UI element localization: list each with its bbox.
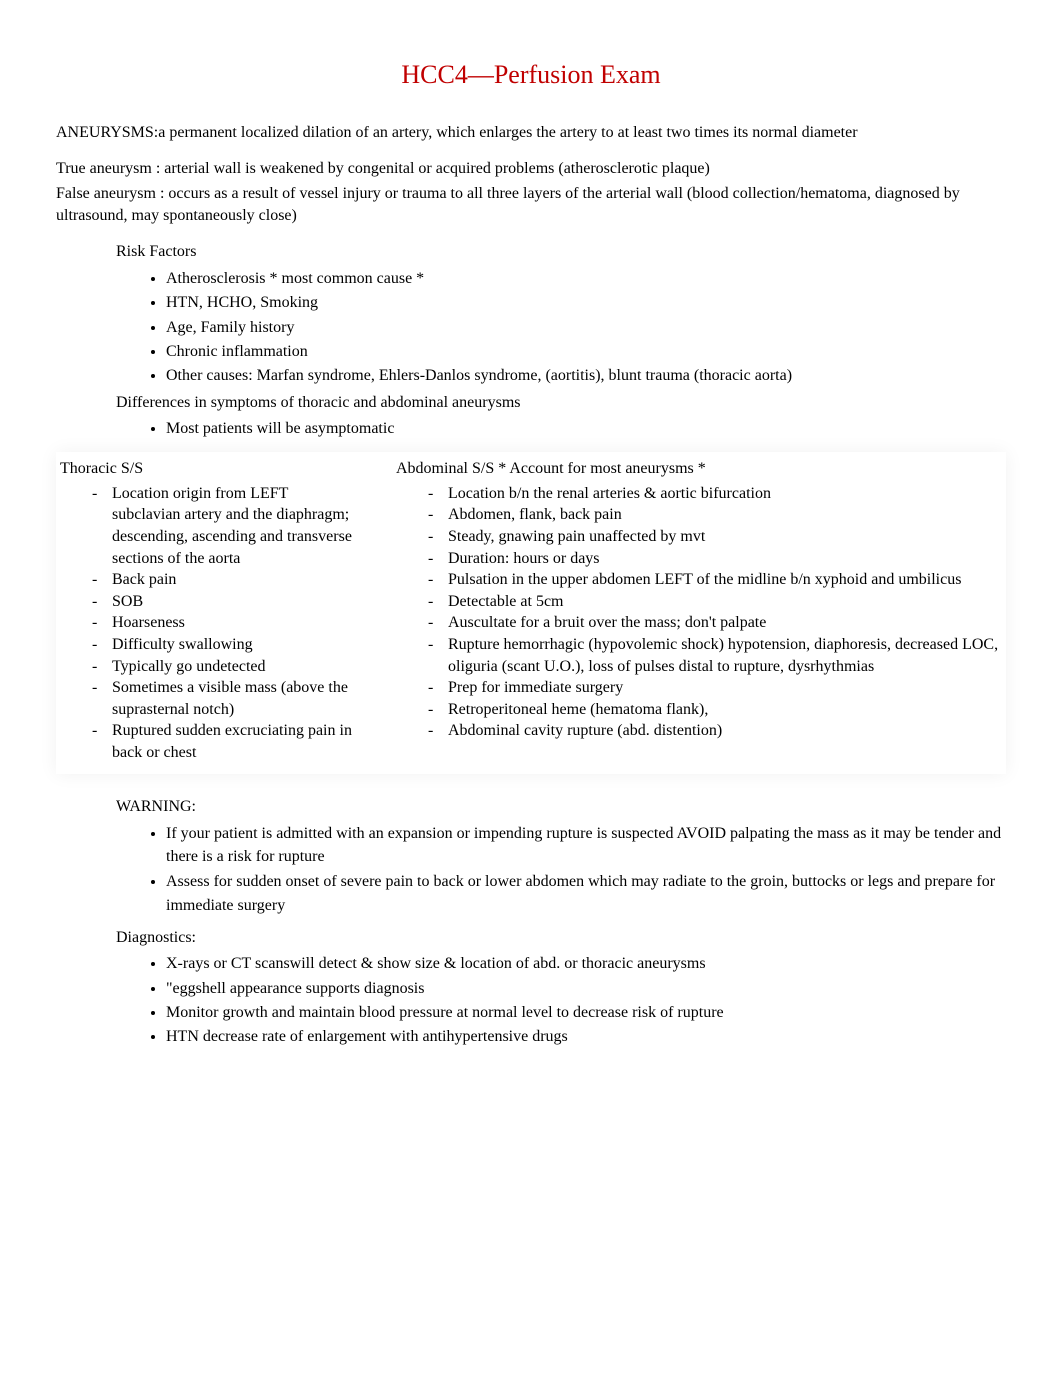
differences-heading: Differences in symptoms of thoracic and …: [92, 392, 1006, 414]
thoracic-list: Location origin from LEFT subclavian art…: [60, 483, 360, 764]
differences-section: Differences in symptoms of thoracic and …: [56, 392, 1006, 414]
warning-heading: WARNING:: [92, 796, 1006, 818]
diagnostics-section: Diagnostics:: [56, 927, 1006, 949]
differences-sub-item: Most patients will be asymptomatic: [166, 418, 1006, 440]
true-aneurysm-def: arterial wall is weakened by congenital …: [160, 160, 710, 177]
thoracic-item: Typically go undetected: [92, 656, 360, 678]
thoracic-item: Difficulty swallowing: [92, 634, 360, 656]
thoracic-column: Thoracic S/S Location origin from LEFT s…: [60, 458, 360, 763]
diagnostics-list: X-rays or CT scanswill detect & show siz…: [56, 953, 1006, 1049]
risk-item: Other causes: Marfan syndrome, Ehlers-Da…: [166, 365, 1006, 387]
abdominal-item: Location b/n the renal arteries & aortic…: [428, 483, 1002, 505]
diagnostics-item: "eggshell appearance supports diagnosis: [166, 978, 1006, 1000]
thoracic-item: Ruptured sudden excruciating pain in bac…: [92, 720, 360, 763]
symptoms-columns: Thoracic S/S Location origin from LEFT s…: [56, 452, 1006, 773]
abdominal-heading: Abdominal S/S * Account for most aneurys…: [396, 458, 1002, 480]
true-aneurysm-line: True aneurysm : arterial wall is weakene…: [56, 158, 1006, 180]
true-aneurysm-label: True aneurysm :: [56, 160, 160, 177]
risk-item: Chronic inflammation: [166, 341, 1006, 363]
abdominal-item: Detectable at 5cm: [428, 591, 1002, 613]
thoracic-item: Back pain: [92, 569, 360, 591]
warning-item: Assess for sudden onset of severe pain t…: [166, 870, 1006, 916]
risk-item: HTN, HCHO, Smoking: [166, 292, 1006, 314]
warning-item: If your patient is admitted with an expa…: [166, 822, 1006, 868]
risk-item: Atherosclerosis * most common cause *: [166, 268, 1006, 290]
abdominal-item: Steady, gnawing pain unaffected by mvt: [428, 526, 1002, 548]
abdominal-item: Retroperitoneal heme (hematoma flank),: [428, 699, 1002, 721]
thoracic-item: Hoarseness: [92, 612, 360, 634]
thoracic-item: Location origin from LEFT subclavian art…: [92, 483, 360, 569]
abdominal-item: Auscultate for a bruit over the mass; do…: [428, 612, 1002, 634]
warning-list: If your patient is admitted with an expa…: [56, 822, 1006, 917]
page-title: HCC4—Perfusion Exam: [56, 57, 1006, 93]
warning-section: WARNING:: [56, 796, 1006, 818]
diagnostics-item: HTN decrease rate of enlargement with an…: [166, 1026, 1006, 1048]
risk-item: Age, Family history: [166, 317, 1006, 339]
abdominal-column: Abdominal S/S * Account for most aneurys…: [396, 458, 1002, 763]
risk-factors-heading: Risk Factors: [92, 241, 1006, 263]
risk-factors-section: Risk Factors: [56, 241, 1006, 263]
abdominal-item: Duration: hours or days: [428, 548, 1002, 570]
abdominal-item: Abdominal cavity rupture (abd. distentio…: [428, 720, 1002, 742]
thoracic-item: SOB: [92, 591, 360, 613]
aneurysm-def-text: a permanent localized dilation of an art…: [158, 124, 857, 141]
aneurysm-definition: ANEURYSMS:a permanent localized dilation…: [56, 122, 1006, 144]
false-aneurysm-label: False aneurysm :: [56, 185, 164, 202]
diagnostics-item: Monitor growth and maintain blood pressu…: [166, 1002, 1006, 1024]
diagnostics-heading: Diagnostics:: [92, 927, 1006, 949]
false-aneurysm-line: False aneurysm : occurs as a result of v…: [56, 183, 1006, 228]
abdominal-item: Abdomen, flank, back pain: [428, 504, 1002, 526]
aneurysm-label: ANEURYSMS:: [56, 124, 158, 141]
abdominal-item: Prep for immediate surgery: [428, 677, 1002, 699]
differences-sub-list: Most patients will be asymptomatic: [56, 418, 1006, 440]
false-aneurysm-def: occurs as a result of vessel injury or t…: [56, 185, 960, 224]
diagnostics-item: X-rays or CT scanswill detect & show siz…: [166, 953, 1006, 975]
abdominal-item: Pulsation in the upper abdomen LEFT of t…: [428, 569, 1002, 591]
abdominal-item: Rupture hemorrhagic (hypovolemic shock) …: [428, 634, 1002, 677]
risk-factors-list: Atherosclerosis * most common cause * HT…: [56, 268, 1006, 388]
abdominal-list: Location b/n the renal arteries & aortic…: [396, 483, 1002, 742]
thoracic-heading: Thoracic S/S: [60, 458, 360, 480]
thoracic-item: Sometimes a visible mass (above the supr…: [92, 677, 360, 720]
